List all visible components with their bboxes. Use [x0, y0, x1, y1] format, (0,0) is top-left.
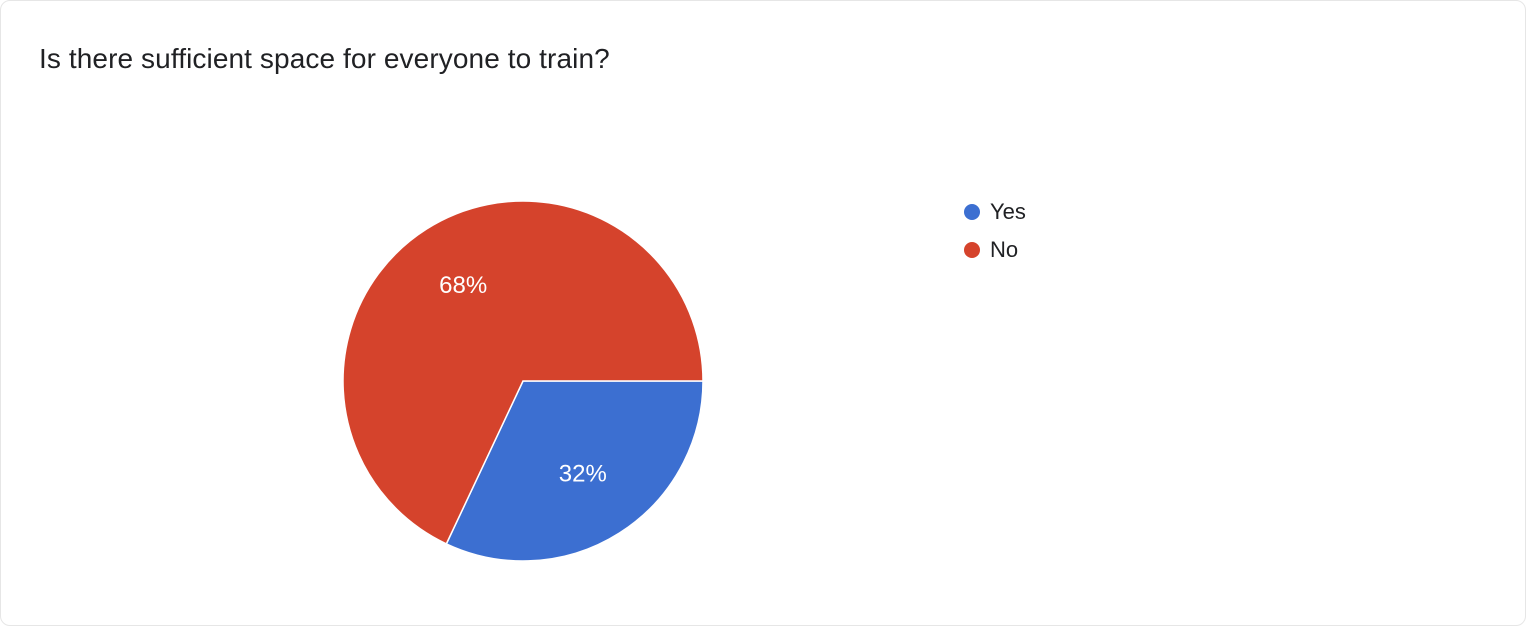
- pie-chart: 32% 68%: [331, 189, 715, 573]
- pie-slice-label-no: 68%: [439, 272, 487, 299]
- pie-slice-label-yes: 32%: [559, 461, 607, 488]
- legend-label-no: No: [990, 237, 1019, 262]
- pie-chart-svg: 32% 68%: [342, 200, 704, 562]
- legend-swatch-no-icon: [964, 242, 980, 258]
- legend-item-yes: Yes: [964, 199, 1026, 225]
- pie-slice-no[interactable]: [342, 200, 704, 545]
- chart-legend: Yes No: [964, 199, 1026, 263]
- legend-swatch-yes-icon: [964, 204, 980, 220]
- pie-slice-yes[interactable]: [445, 380, 704, 562]
- chart-title: Is there sufficient space for everyone t…: [39, 43, 610, 74]
- legend-item-no: No: [964, 237, 1026, 263]
- legend-label-yes: Yes: [990, 199, 1026, 224]
